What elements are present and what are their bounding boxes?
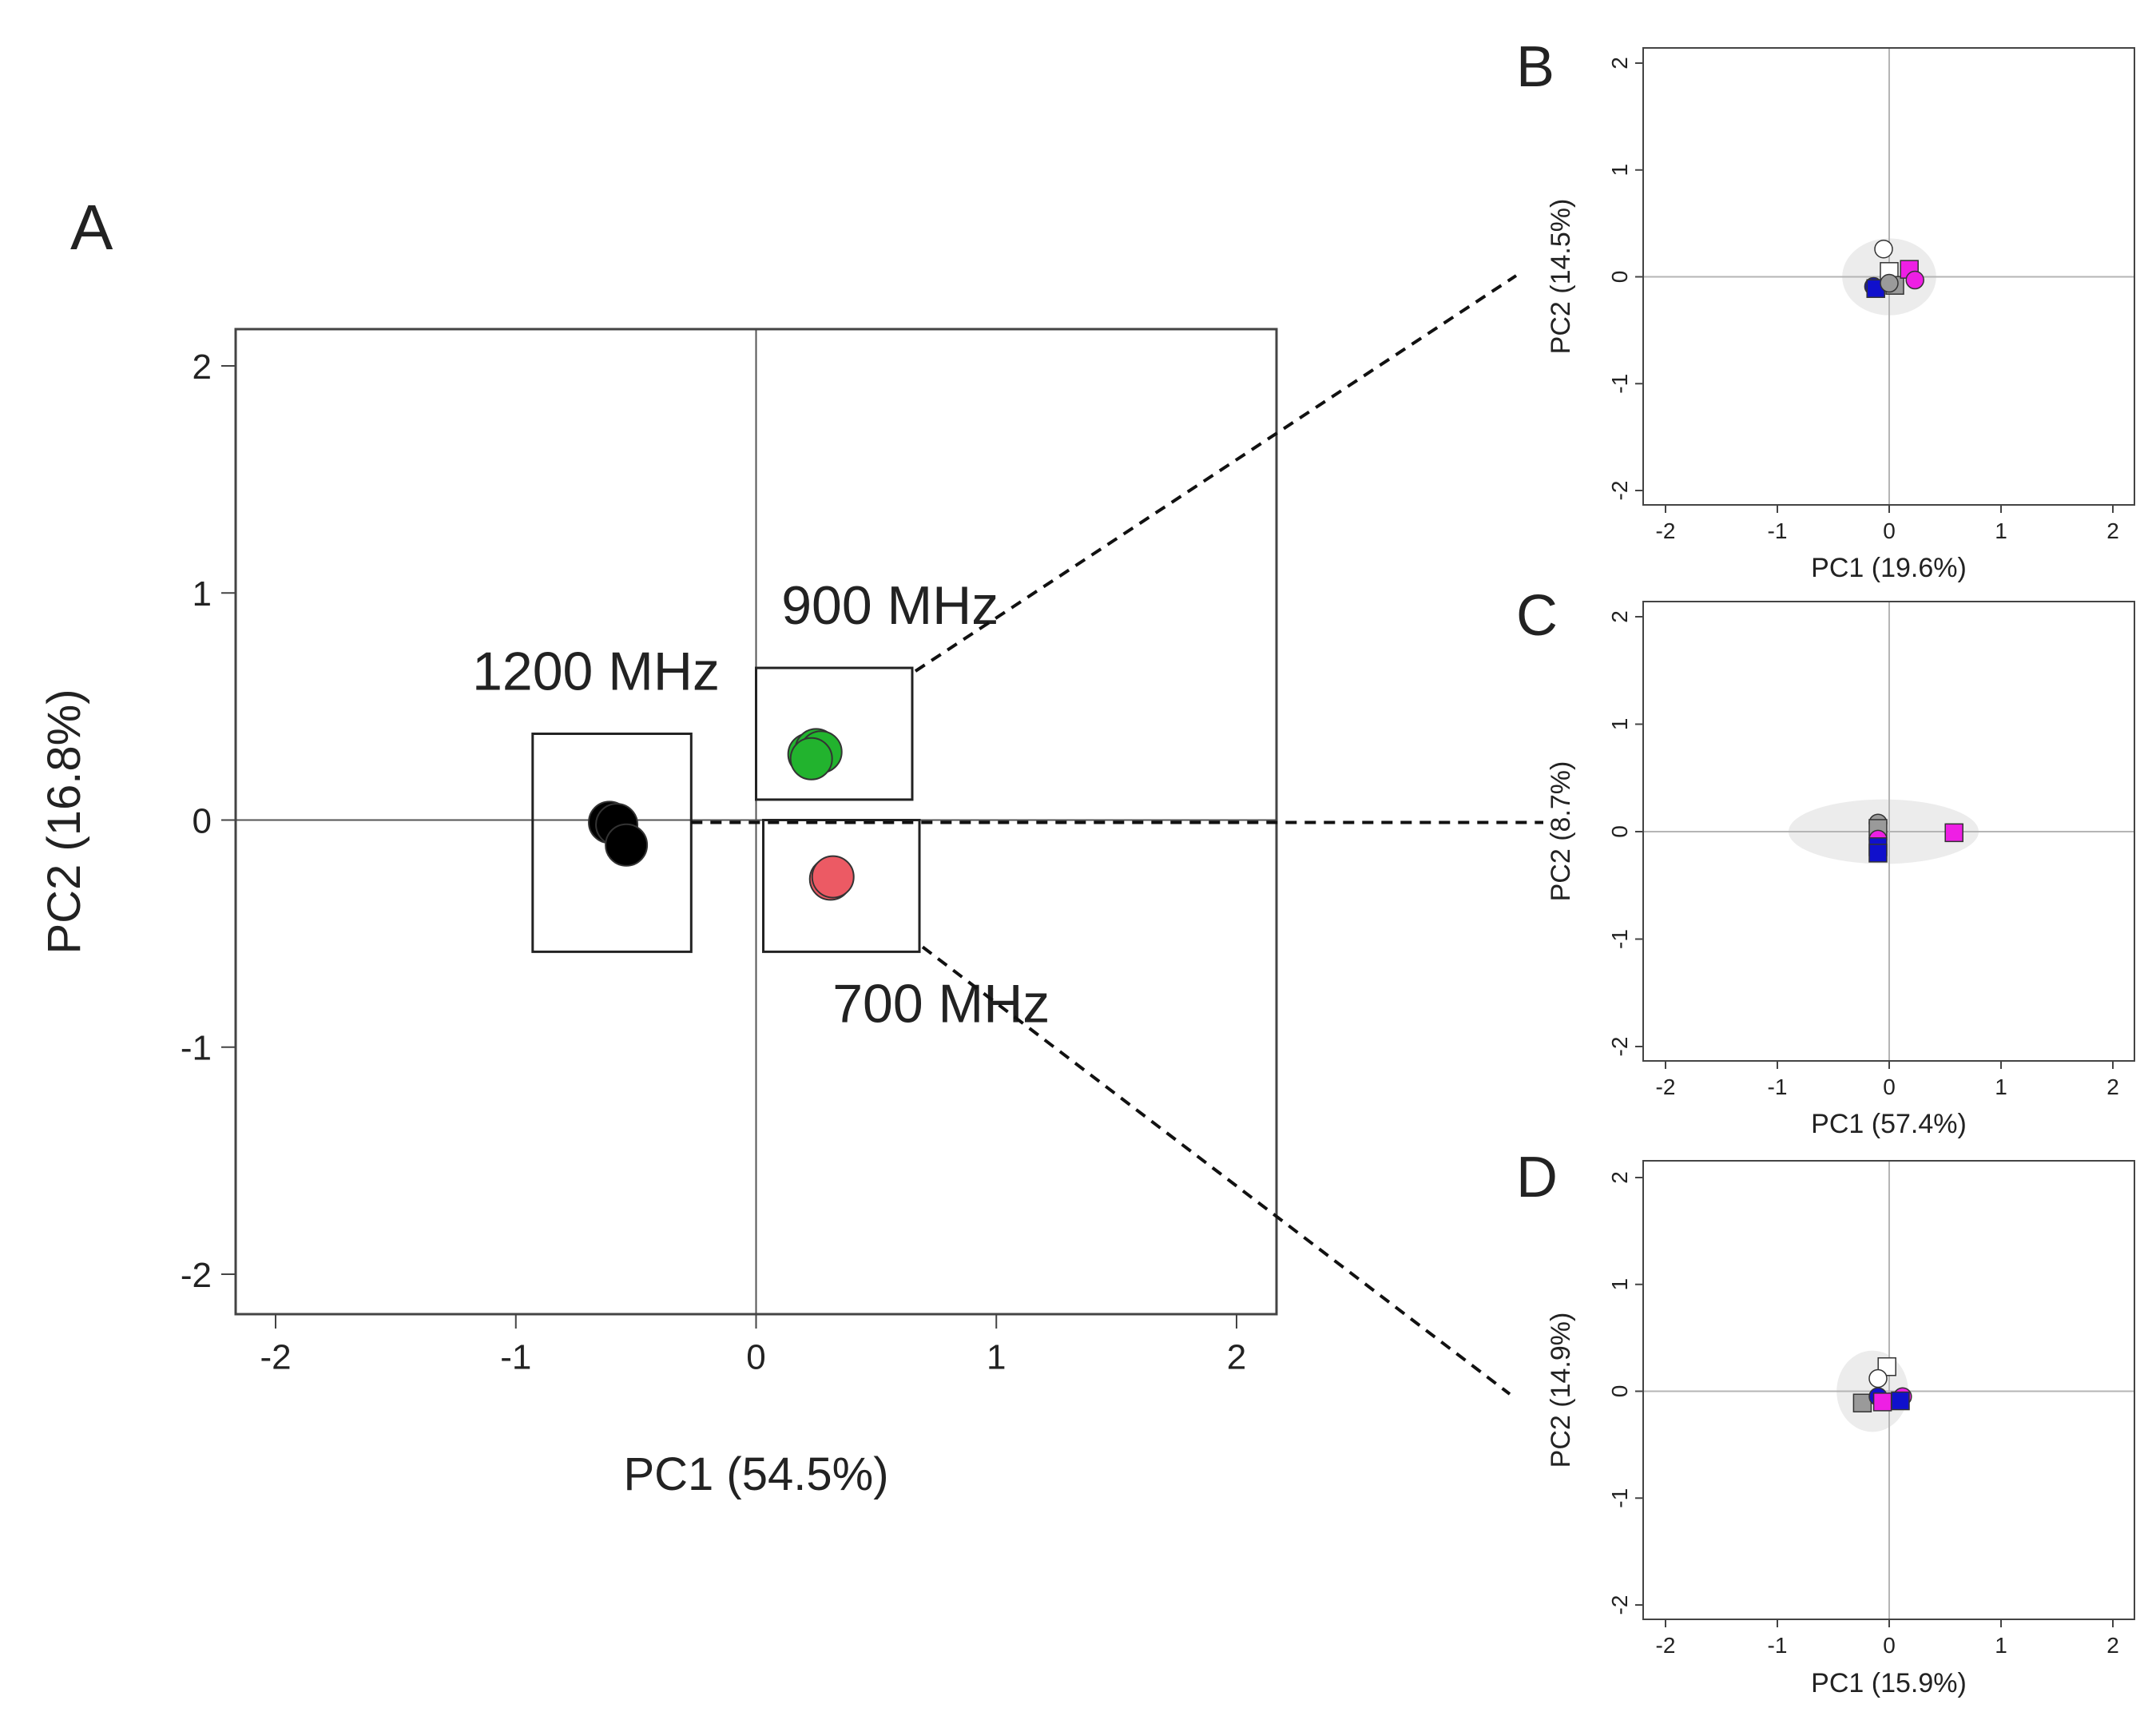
y-tick-label-a: 0 <box>193 801 212 840</box>
data-point-900-mhz <box>789 737 833 781</box>
data-point-c <box>1944 823 1963 843</box>
x-tick-label-a: 0 <box>746 1338 765 1377</box>
x-axis-label-a: PC1 (54.5%) <box>623 1448 888 1500</box>
x-tick-label-d: 0 <box>1883 1633 1896 1658</box>
y-axis-label-a: PC2 (16.8%) <box>38 689 90 954</box>
x-tick-label-c: -2 <box>1656 1074 1676 1099</box>
x-tick-label-c: 0 <box>1883 1074 1896 1099</box>
x-tick-label-d: 2 <box>2106 1633 2119 1658</box>
y-tick-label-d: -2 <box>1607 1595 1632 1615</box>
y-axis-label-b: PC2 (14.5%) <box>1546 199 1576 355</box>
group-label-900-mhz: 900 MHz <box>781 575 999 636</box>
group-box-900-mhz <box>755 666 914 801</box>
x-axis-label-b: PC1 (19.6%) <box>1811 553 1967 583</box>
x-tick-label-c: 1 <box>1995 1074 2007 1099</box>
group-label-700-mhz: 700 MHz <box>832 973 1050 1034</box>
y-tick-label-c: -2 <box>1607 1037 1632 1057</box>
panel-label-c: C <box>1516 584 1558 648</box>
data-point-d <box>1852 1393 1872 1412</box>
connector-900-to-b <box>914 274 1518 673</box>
y-tick-label-c: 2 <box>1607 610 1632 623</box>
panel-a: -2 -1 0 1 2 -2 -1 0 1 2 PC1 (54.5%) PC2 (16.8%) 1200… <box>38 328 1278 1500</box>
data-point-b <box>1880 273 1899 293</box>
x-tick-label-a: -1 <box>500 1338 531 1377</box>
data-point-700-mhz <box>811 855 855 899</box>
y-tick-label-c: -1 <box>1607 929 1632 949</box>
y-axis-label-d: PC2 (14.9%) <box>1546 1313 1576 1468</box>
data-point-d <box>1891 1391 1910 1411</box>
data-point-d <box>1868 1368 1888 1388</box>
y-tick-label-c: 1 <box>1607 718 1632 731</box>
y-tick-label-a: 1 <box>193 574 212 614</box>
y-tick-label-b: -1 <box>1607 374 1632 394</box>
x-tick-label-b: 0 <box>1883 518 1896 543</box>
y-tick-label-b: 0 <box>1607 271 1632 284</box>
y-axis-label-c: PC2 (8.7%) <box>1546 761 1576 902</box>
data-point-d <box>1872 1392 1892 1412</box>
panel-d: -2 -1 0 1 2 -2 -1 0 1 2 PC1 (15.9%) PC2 (14.9%) <box>1546 1160 2135 1698</box>
x-tick-label-a: 1 <box>987 1338 1006 1377</box>
y-tick-label-b: 2 <box>1607 57 1632 70</box>
group-box-1200-mhz <box>531 732 693 953</box>
panel-c: -2 -1 0 1 2 -2 -1 0 1 2 PC1 (57.4%) PC2 (8.7%) <box>1546 601 2135 1139</box>
x-tick-label-d: -1 <box>1768 1633 1788 1658</box>
data-point-c <box>1868 844 1888 863</box>
panel-label-d: D <box>1516 1146 1558 1210</box>
y-tick-label-d: -1 <box>1607 1488 1632 1508</box>
x-tick-label-c: 2 <box>2106 1074 2119 1099</box>
group-box-700-mhz <box>762 819 921 953</box>
x-tick-label-b: 1 <box>1995 518 2007 543</box>
x-axis-label-d: PC1 (15.9%) <box>1811 1668 1967 1698</box>
y-tick-label-b: -2 <box>1607 481 1632 501</box>
y-tick-label-a: -1 <box>181 1029 212 1068</box>
y-tick-label-d: 2 <box>1607 1171 1632 1184</box>
x-tick-label-b: -1 <box>1768 518 1788 543</box>
panel-b: -2 -1 0 1 2 -2 -1 0 1 2 PC1 (19.6%) PC2 (14.5%) <box>1546 47 2135 583</box>
y-tick-label-b: 1 <box>1607 164 1632 177</box>
data-point-1200-mhz <box>605 823 649 867</box>
panel-label-b: B <box>1516 35 1554 99</box>
x-tick-label-a: 2 <box>1227 1338 1246 1377</box>
group-label-1200-mhz: 1200 MHz <box>472 641 720 701</box>
y-tick-label-d: 1 <box>1607 1278 1632 1291</box>
x-tick-label-d: -2 <box>1656 1633 1676 1658</box>
y-tick-label-c: 0 <box>1607 825 1632 838</box>
data-point-b <box>1874 239 1893 259</box>
x-tick-label-b: -2 <box>1656 518 1676 543</box>
x-tick-label-b: 2 <box>2106 518 2119 543</box>
x-axis-label-c: PC1 (57.4%) <box>1811 1109 1967 1139</box>
panel-label-a: A <box>70 192 113 263</box>
x-tick-label-a: -2 <box>260 1338 291 1377</box>
y-tick-label-a: -2 <box>181 1256 212 1295</box>
zoom-connectors <box>691 274 1543 1396</box>
x-tick-label-c: -1 <box>1768 1074 1788 1099</box>
x-tick-label-d: 1 <box>1995 1633 2007 1658</box>
connector-700-to-d <box>921 945 1511 1396</box>
y-tick-label-a: 2 <box>193 348 212 387</box>
data-point-b <box>1905 270 1924 290</box>
y-tick-label-d: 0 <box>1607 1385 1632 1398</box>
